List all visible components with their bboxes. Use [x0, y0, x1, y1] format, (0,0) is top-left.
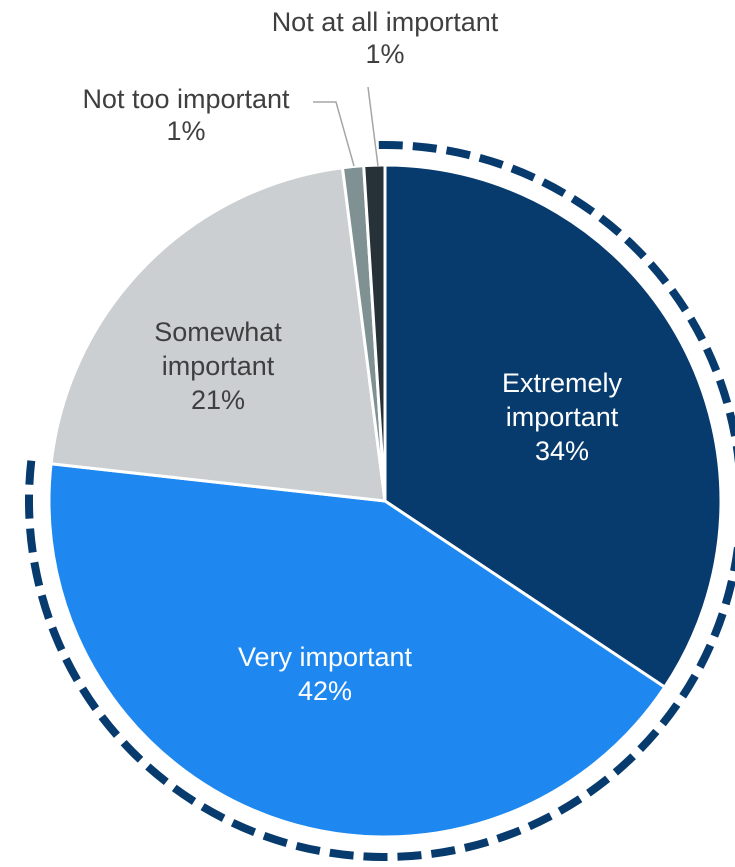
leader-line-not-too-important [313, 101, 355, 167]
slice-not-at-all-important [362, 163, 387, 503]
slice-labels: Extremely important 34% Very important 42% So… [154, 317, 622, 706]
slice-very-important [47, 462, 667, 839]
callout-labels: Not too important 1% Not at all important 1… [82, 7, 499, 167]
slice-label-somewhat-important: Somewhat important 21% [154, 317, 282, 415]
slice-label-very-important: Very important 42% [238, 642, 413, 706]
slice-label-extremely-important: Extremely important 34% [502, 368, 623, 466]
highlight-dashed-arc [25, 141, 735, 861]
leader-line-not-at-all-important [367, 86, 379, 167]
callout-label-not-at-all-important: Not at all important 1% [272, 7, 499, 69]
callout-label-not-too-important: Not too important 1% [82, 84, 290, 146]
pie-slices [47, 163, 723, 839]
slice-somewhat-important [49, 166, 387, 503]
